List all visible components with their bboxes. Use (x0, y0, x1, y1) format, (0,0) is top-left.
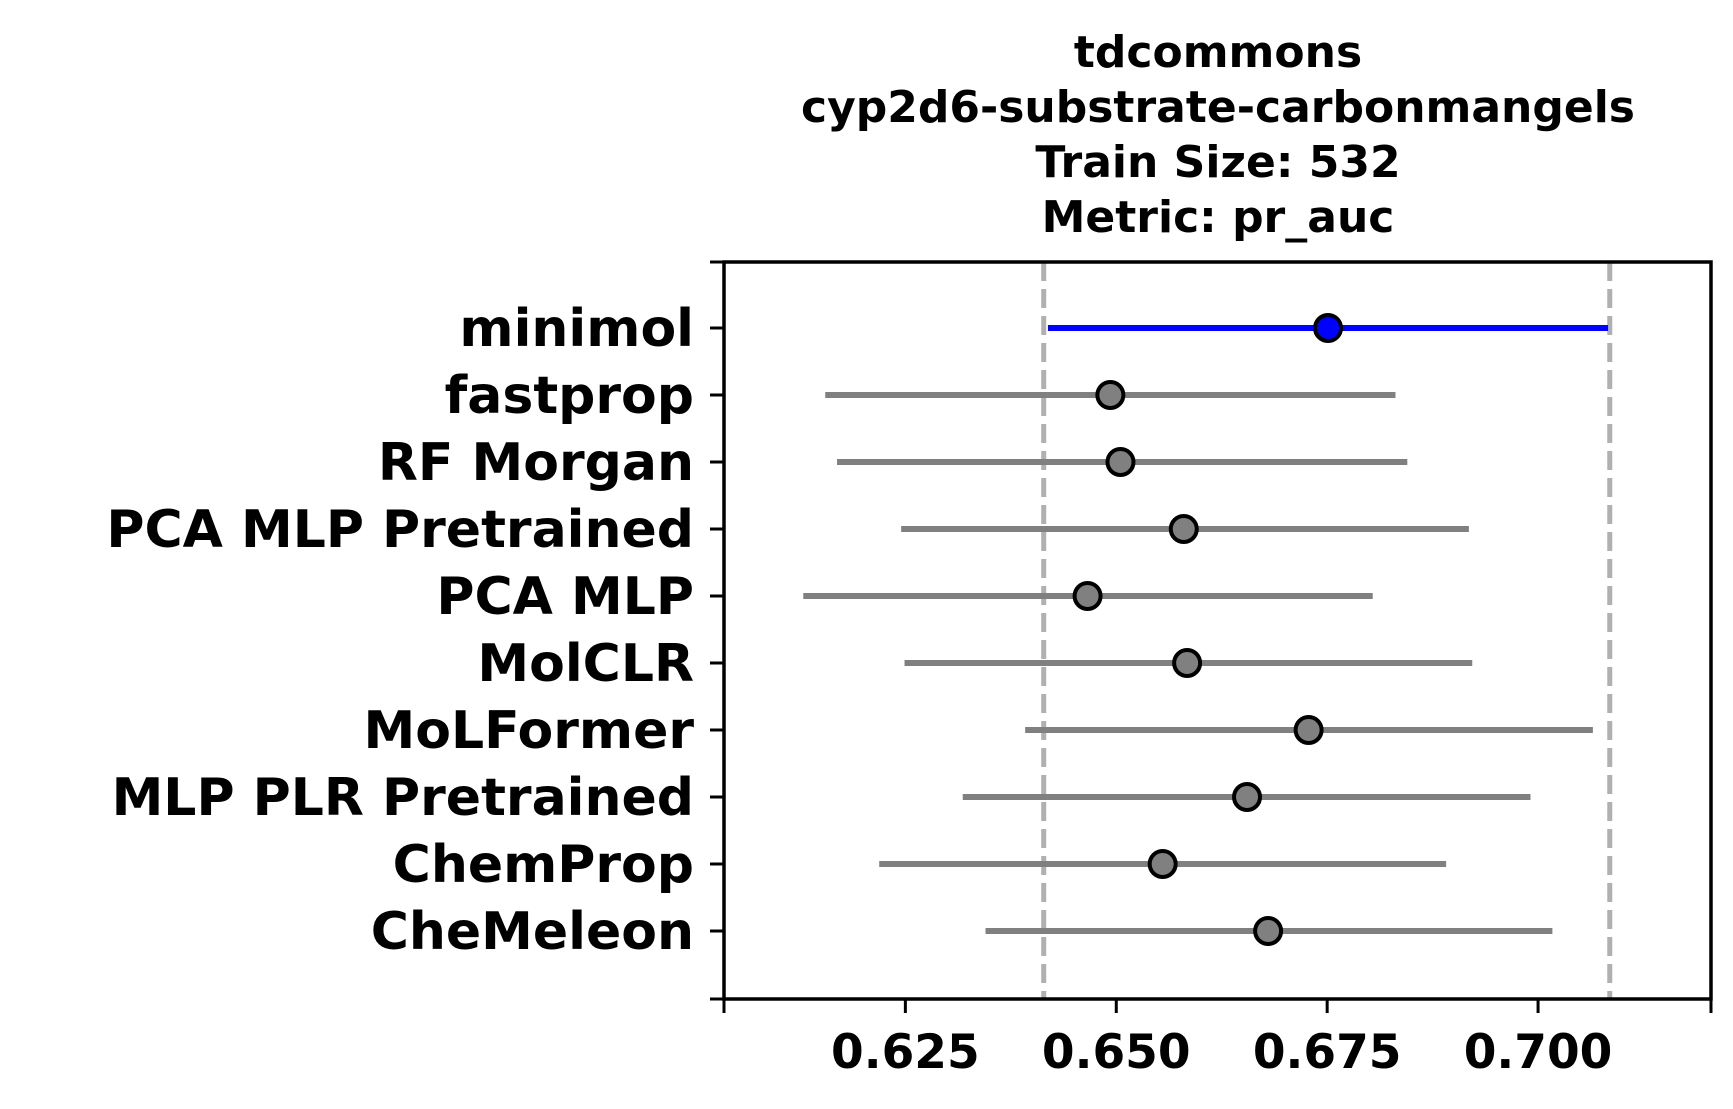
mean-marker-3 (1105, 447, 1136, 477)
mean-marker-5 (1072, 581, 1103, 611)
mean-marker-10 (1253, 916, 1284, 946)
mean-marker-4 (1168, 514, 1199, 544)
y-tick-label-2: fastprop (445, 366, 694, 426)
chart-title: tdcommons cyp2d6-substrate-carbonmangels… (801, 27, 1635, 243)
y-axis: minimol fastprop RF Morgan PCA MLP Pretrain… (106, 260, 724, 1001)
y-tick-label-1: minimol (459, 299, 694, 359)
reference-lines (1041, 262, 1613, 999)
title-line-1: tdcommons (1074, 27, 1362, 78)
mean-marker-2 (1095, 380, 1126, 410)
title-line-4: Metric: pr_auc (1042, 192, 1395, 243)
mean-marker-7 (1293, 715, 1324, 745)
title-line-3: Train Size: 532 (1035, 137, 1400, 188)
title-line-2: cyp2d6-substrate-carbonmangels (801, 82, 1635, 133)
x-axis: 0.625 0.650 0.675 0.700 (722, 999, 1713, 1080)
y-tick-label-5: PCA MLP (436, 567, 694, 627)
mean-marker-8 (1232, 782, 1263, 812)
plot-frame (722, 260, 1713, 1001)
mean-markers (1072, 313, 1344, 946)
y-tick-label-7: MoLFormer (364, 701, 695, 761)
mean-marker-9 (1147, 849, 1178, 879)
y-tick-label-4: PCA MLP Pretrained (106, 500, 694, 560)
x-tick-label-2: 0.650 (1042, 1025, 1191, 1080)
x-tick-label-1: 0.625 (831, 1025, 980, 1080)
x-tick-label-3: 0.675 (1253, 1025, 1402, 1080)
y-tick-label-8: MLP PLR Pretrained (112, 768, 694, 828)
interval-lines (803, 325, 1609, 934)
x-tick-label-4: 0.700 (1464, 1025, 1613, 1080)
y-tick-label-10: CheMeleon (371, 902, 694, 962)
mean-marker-6 (1172, 648, 1203, 678)
y-tick-label-9: ChemProp (393, 835, 694, 895)
y-tick-label-3: RF Morgan (378, 433, 694, 493)
y-tick-label-6: MolCLR (477, 634, 694, 694)
mean-marker-1 (1313, 313, 1344, 343)
